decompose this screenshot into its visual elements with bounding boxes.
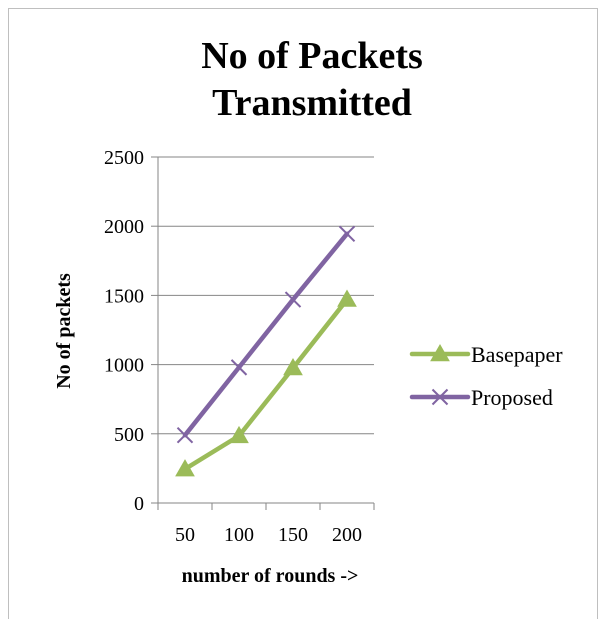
data-point-basepaper-100: [229, 425, 249, 444]
series-line-basepaper: [182, 297, 350, 472]
y-tick-label: 500: [114, 424, 144, 446]
data-point-proposed-100: [230, 359, 248, 376]
legend-label: Proposed: [471, 385, 553, 410]
chart-title-line-1: No of Packets: [201, 35, 423, 77]
marker-stroke: [176, 426, 194, 444]
series-basepaper: [175, 289, 357, 477]
data-point-proposed-150: [284, 291, 302, 308]
gridlines: [151, 156, 374, 504]
legend-marker: [430, 343, 450, 362]
y-tick-label: 2000: [104, 216, 144, 238]
marker-stroke: [230, 359, 248, 376]
x-tick-label: 100: [224, 524, 254, 546]
data-point-basepaper-200: [337, 289, 357, 307]
chart-frame: [8, 8, 598, 619]
y-tick-labels: 0 500 1000 1500 2000 2500: [104, 147, 144, 515]
x-axis-title: number of rounds ->: [182, 565, 359, 587]
legend-entry-proposed: Proposed: [409, 385, 553, 410]
x-tick-label: 50: [175, 524, 195, 546]
data-point-proposed-50: [176, 426, 194, 444]
marker-stroke: [338, 225, 356, 243]
legend: Basepaper Proposed: [409, 342, 563, 410]
y-tick-label: 1500: [104, 285, 144, 307]
legend-label: Basepaper: [471, 342, 563, 367]
y-tick-label: 2500: [104, 147, 144, 169]
x-tick-label: 150: [278, 524, 308, 546]
y-tick-label: 0: [134, 493, 144, 515]
series-line-proposed: [182, 231, 350, 438]
data-point-basepaper-150: [283, 358, 303, 376]
marker-stroke: [284, 291, 302, 308]
data-point-proposed-200: [338, 225, 356, 243]
chart-title-line-2: Transmitted: [212, 82, 412, 124]
data-point-basepaper-50: [175, 459, 195, 477]
x-tick-labels: 50 100 150 200: [175, 524, 362, 546]
y-tick-label: 1000: [104, 355, 144, 377]
series: [175, 225, 357, 477]
marker-stroke: [431, 388, 449, 406]
legend-marker: [431, 388, 449, 406]
series-proposed: [176, 225, 356, 444]
x-tick-label: 200: [332, 524, 362, 546]
legend-entry-basepaper: Basepaper: [409, 342, 563, 367]
y-axis-title: No of packets: [53, 273, 75, 389]
axes: [157, 157, 375, 510]
